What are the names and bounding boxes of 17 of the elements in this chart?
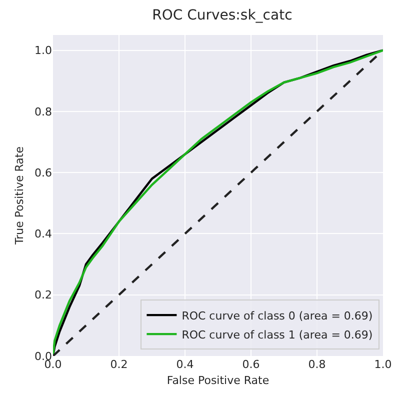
line-series [53,49,383,356]
y-tick-label: 0.6 [34,166,52,180]
x-tick-label: 0.6 [242,358,260,371]
chart-title: ROC Curves:sk_catc [152,8,292,24]
x-tick-label: 0.4 [176,358,194,371]
legend-label: ROC curve of class 0 (area = 0.69) [182,309,373,322]
y-tick-label: 1.0 [34,44,52,58]
x-tick-label: 1.0 [374,358,392,371]
y-tick-label: 0.8 [34,105,52,118]
x-tick-label: 0.0 [44,358,62,371]
x-tick-label: 0.8 [308,358,326,371]
y-axis-title: True Positive Rate [13,146,26,246]
x-tick-label: 0.2 [110,358,128,371]
x-axis-title: False Positive Rate [166,374,270,388]
y-tick-label: 0.4 [34,228,52,241]
y-tick-label: 0.2 [34,288,52,302]
legend-label: ROC curve of class 1 (area = 0.69) [182,328,373,342]
